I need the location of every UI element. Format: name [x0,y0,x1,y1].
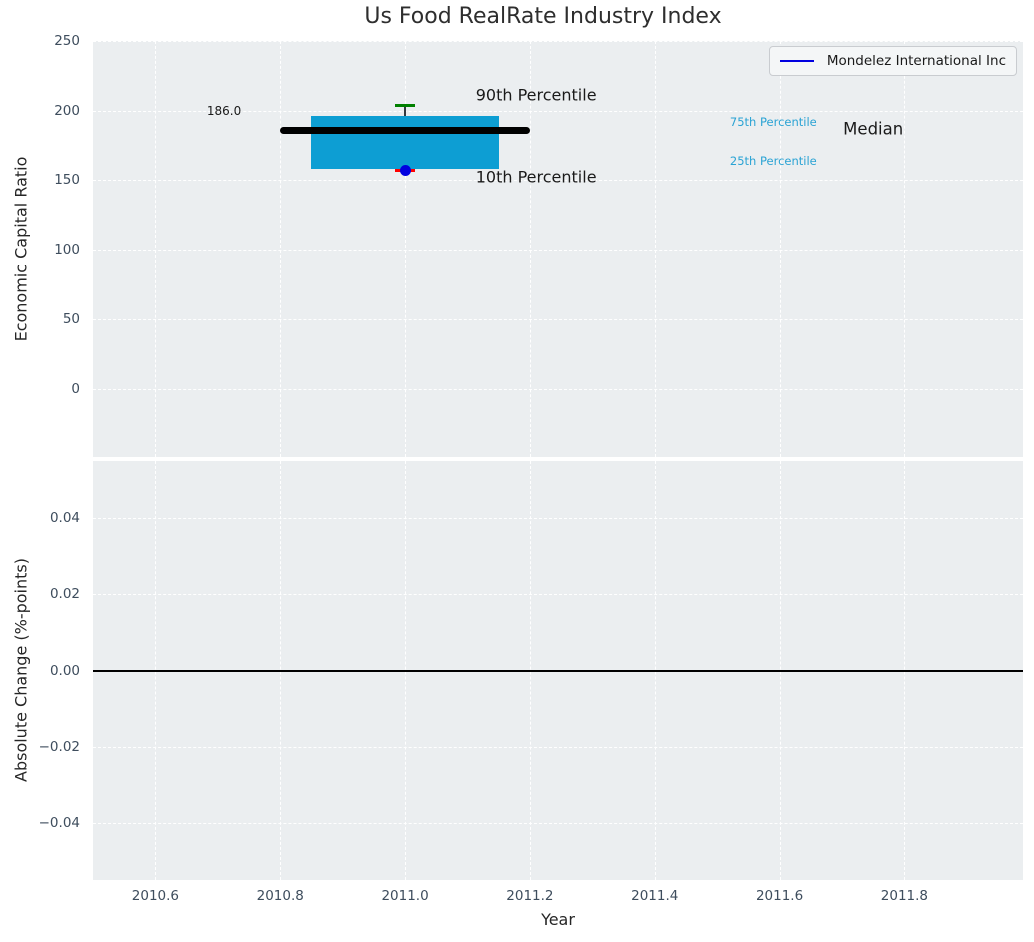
legend-label: Mondelez International Inc [826,53,1006,69]
horizontal-gridline [93,594,1023,596]
x-tick-label: 2011.4 [631,888,679,904]
x-tick-label: 2011.6 [755,888,804,904]
horizontal-gridline [93,746,1023,748]
x-tick-label: 2011.0 [381,888,429,904]
y-tick-label: 0.00 [49,662,80,679]
x-tick-label: 2010.8 [256,888,304,904]
horizontal-gridline [93,388,1023,390]
horizontal-gridline [93,249,1023,251]
y-tick-label: 100 [54,241,80,258]
vertical-gridline [779,41,781,457]
legend: Mondelez International Inc [768,46,1017,76]
vertical-gridline [405,41,407,457]
iqr-box [311,116,499,169]
top-plot-area: Mondelez International Inc 186.0 90th Per… [93,41,1023,457]
annotation-75th-percentile: 75th Percentile [729,114,817,129]
annotation-median: Median [843,119,904,139]
x-tick-label: 2010.6 [131,888,180,904]
horizontal-gridline [93,518,1023,520]
x-tick-label: 2011.2 [506,888,554,904]
horizontal-gridline [93,180,1023,182]
vertical-gridline [904,41,906,457]
y-tick-label: 250 [54,33,80,49]
y-tick-label: −0.02 [38,738,80,755]
horizontal-gridline [93,319,1023,321]
horizontal-gridline [93,822,1023,824]
y-tick-label: −0.04 [38,814,80,831]
vertical-gridline [654,41,656,457]
y-tick-label: 0.04 [49,510,80,527]
p90-cap [395,103,416,107]
horizontal-gridline [93,41,1023,42]
horizontal-gridline [93,110,1023,112]
annotation-25th-percentile: 25th Percentile [729,154,817,169]
legend-line-swatch [779,60,814,62]
chart-title: Us Food RealRate Industry Index [364,4,722,29]
annotation-10th-percentile: 10th Percentile [475,167,597,187]
bottom-plot-area [93,461,1023,880]
y-tick-label: 200 [54,102,80,119]
vertical-gridline [280,41,282,457]
y-tick-label: 150 [54,172,80,189]
vertical-gridline [529,41,531,457]
y-tick-label: 0.02 [49,586,80,603]
vertical-gridline [155,41,157,457]
zero-line [93,669,1023,672]
company-point [399,164,411,176]
x-axis-label: Year [541,910,575,929]
y-tick-label: 50 [62,311,80,328]
median-line [280,126,530,134]
annotation-90th-percentile: 90th Percentile [475,85,597,105]
annotation-186-0: 186.0 [206,103,242,118]
x-tick-label: 2011.8 [880,888,929,904]
y-tick-label: 0 [71,380,80,397]
